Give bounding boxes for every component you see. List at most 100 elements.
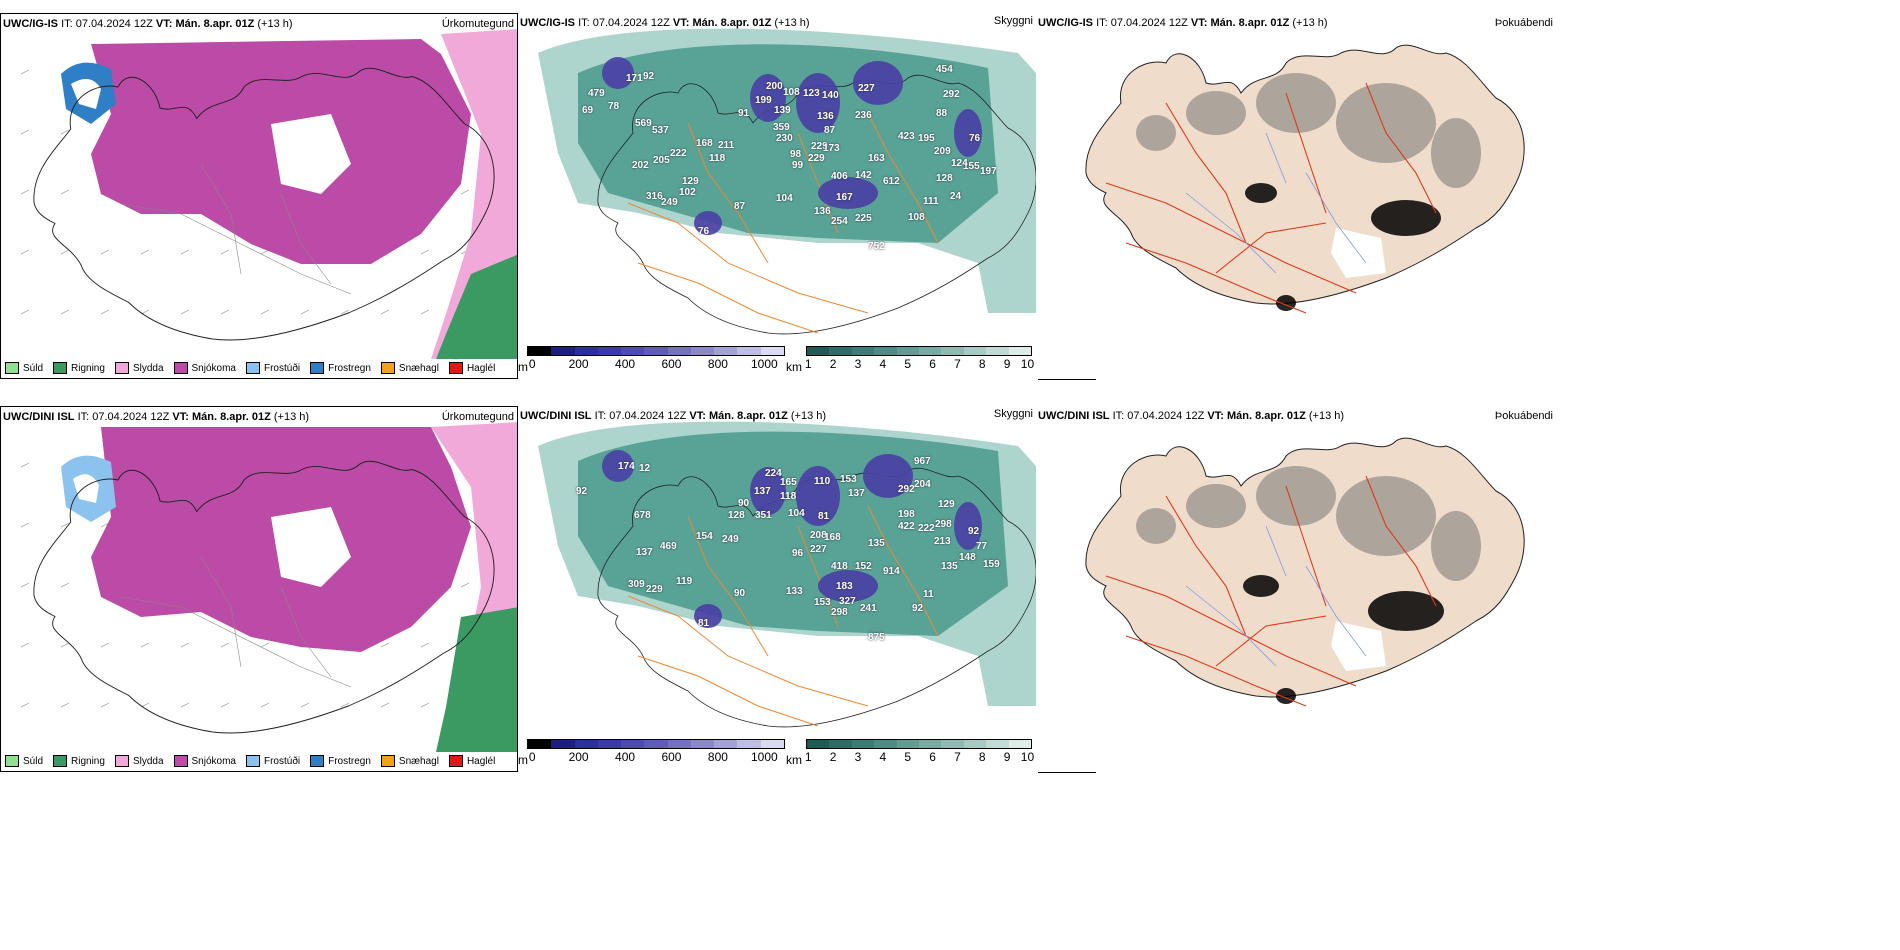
cloud-label: 102 [679,187,696,198]
cloud-label: 104 [788,508,805,519]
legend-item: Frostregn [310,755,371,767]
cloud-label: 292 [943,89,960,100]
cloud-label: 204 [914,479,931,490]
cloud-label: 359 [773,122,790,133]
cloud-label: 537 [652,125,669,136]
fog-map [1085,437,1525,707]
cloud-label: 119 [676,576,693,587]
cloud-label: 752 [868,241,885,252]
fog-map [1085,44,1525,314]
precip-map [20,422,517,752]
cloud-label: 183 [836,581,853,592]
cloud-label: 200 [766,81,783,92]
panel-title: UWC/IG-IS IT: 07.04.2024 12Z VT: Mán. 8.… [3,18,293,30]
cloud-label: 92 [912,603,924,614]
legend-item: Súld [5,755,43,767]
cloud-label: 298 [935,519,952,530]
cloud-label: 129 [938,499,955,510]
cloud-label: 154 [696,531,713,542]
legend-item: Frostúði [245,362,300,374]
legend-item: Rigning [53,362,105,374]
cloud-label: 111 [923,196,939,207]
precip-legend: Súld Rigning Slydda Snjókoma Frostúði Fr… [5,362,495,374]
cloud-label: 479 [588,88,605,99]
cloud-label: 351 [755,510,772,521]
cloud-label: 211 [718,140,735,151]
panel-title: UWC/DINI ISL IT: 07.04.2024 12Z VT: Mán.… [520,410,827,422]
panel-type-label: Úrkomutegund [441,411,514,423]
cloud-label: 418 [831,561,848,572]
cloud-label: 236 [855,110,872,121]
cloud-label: 254 [831,216,848,227]
precip-legend: Súld Rigning Slydda Snjókoma Frostúði Fr… [5,755,495,767]
visibility-unit: km [786,753,802,767]
cloud-label: 137 [848,488,865,499]
cloud-label: 87 [734,201,746,212]
cloud-label: 195 [918,133,935,144]
cloud-label: 155 [963,161,980,172]
cloud-label: 142 [855,170,872,181]
cloud-label: 98 [790,149,802,160]
legend-item: Slydda [114,362,164,374]
panel-type-label: Þokuábendi [1494,17,1553,29]
cloud-label: 163 [868,153,885,164]
cloud-label: 12 [639,463,651,474]
cloud-label: 225 [855,213,872,224]
cloud-label: 292 [898,484,915,495]
cloud-label: 108 [908,212,925,223]
cloud-label: 123 [803,88,820,99]
cloud-label: 153 [840,474,857,485]
cloud-label: 140 [822,90,839,101]
cloud-label: 137 [636,547,653,558]
cloud-label: 108 [783,87,800,98]
cloud-label: 230 [776,133,793,144]
cloud-label: 198 [898,509,915,520]
cloud-map [538,28,1036,335]
cloud-label: 174 [618,461,635,472]
cloud-label: 118 [780,491,797,502]
cloud-label: 208 [810,530,827,541]
cloud-label: 90 [738,498,750,509]
cloud-label: 135 [941,561,958,572]
panel-title: UWC/IG-IS IT: 07.04.2024 12Z VT: Mán. 8.… [520,17,810,29]
cloud-label: 159 [983,559,1000,570]
cloud-label: 148 [959,552,976,563]
cloud-label: 133 [786,586,803,597]
cloud-label: 222 [670,148,687,159]
legend-item: Rigning [53,755,105,767]
cloud-label: 87 [824,125,836,136]
cloud-label: 202 [632,160,649,171]
cloud-label: 136 [814,206,831,217]
panel-type-label: Skyggni [993,408,1033,420]
legend-item: Frostúði [245,755,300,767]
visibility-unit: km [786,360,802,374]
cloud-label: 422 [898,521,915,532]
cloud-panel-row1: UWC/IG-IS IT: 07.04.2024 12Z VT: Mán. 8.… [518,13,1036,379]
panel-type-label: Úrkomutegund [441,18,514,30]
ceiling-unit: m [518,753,528,767]
cloud-label: 199 [755,95,772,106]
cloud-label: 77 [976,541,988,552]
panel-title: UWC/DINI ISL IT: 07.04.2024 12Z VT: Mán.… [3,411,310,423]
cloud-label: 88 [936,108,948,119]
ceiling-unit: m [518,360,528,374]
cloud-label: 137 [754,486,771,497]
cloud-label: 118 [709,153,726,164]
cloud-label: 153 [814,597,831,608]
cloud-label: 110 [814,476,831,487]
cloud-label: 327 [839,596,856,607]
cloud-label: 241 [860,603,877,614]
cloud-label: 92 [576,486,588,497]
cloud-label: 99 [792,160,804,171]
panel-title: UWC/DINI ISL IT: 07.04.2024 12Z VT: Mán.… [1038,410,1345,422]
cloud-label: 91 [738,108,750,119]
cloud-label: 298 [831,607,848,618]
precip-panel-row1: UWC/IG-IS IT: 07.04.2024 12Z VT: Mán. 8.… [0,13,518,379]
cloud-label: 81 [698,618,710,629]
cloud-label: 423 [898,131,915,142]
cloud-label: 454 [936,64,953,75]
legend-item: Slydda [114,755,164,767]
cloud-map [538,421,1036,728]
cloud-label: 914 [883,566,900,577]
ceiling-colorbar: 0 200 400 600 800 1000 [527,346,785,371]
